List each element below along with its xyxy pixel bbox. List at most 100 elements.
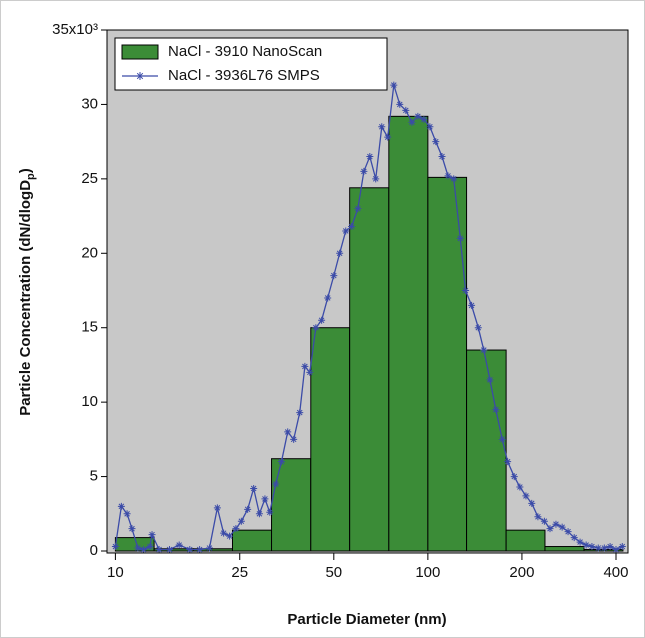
- point: [213, 504, 221, 512]
- y-label-sub: p: [25, 173, 37, 180]
- point: [354, 205, 362, 213]
- point: [486, 376, 494, 384]
- point: [123, 510, 131, 518]
- point: [117, 502, 125, 510]
- legend-box: [114, 37, 388, 91]
- point: [432, 138, 440, 146]
- point: [186, 546, 194, 554]
- point: [444, 172, 452, 180]
- point: [146, 543, 154, 551]
- point: [111, 543, 119, 551]
- point: [306, 368, 314, 376]
- point: [390, 81, 398, 89]
- point: [290, 435, 298, 443]
- point: [266, 508, 274, 516]
- point: [342, 227, 350, 235]
- point: [588, 543, 596, 551]
- point: [378, 123, 386, 131]
- point: [558, 523, 566, 531]
- y-tick-label: 25: [81, 170, 98, 187]
- point: [139, 546, 147, 554]
- y-tick-label: 35x10³: [52, 21, 98, 38]
- point: [360, 167, 368, 175]
- point: [594, 544, 602, 552]
- point: [534, 513, 542, 521]
- point: [582, 541, 590, 549]
- histogram-bar: [544, 546, 585, 552]
- legend-label: NaCl - 3910 NanoScan: [168, 43, 322, 60]
- y-tick-label: 10: [81, 393, 98, 410]
- point: [384, 133, 392, 141]
- y-tick-label: 30: [81, 95, 98, 112]
- point: [516, 483, 524, 491]
- point: [570, 534, 578, 542]
- histogram-bar: [271, 458, 312, 552]
- x-tick-label: 25: [231, 564, 248, 581]
- x-tick-label: 100: [415, 564, 440, 581]
- point: [492, 406, 500, 414]
- y-axis-label: Particle Concentration (dN/dlogDp): [17, 168, 37, 416]
- legend-marker: [136, 72, 144, 80]
- legend-swatch: [121, 44, 159, 60]
- point: [366, 153, 374, 161]
- point: [414, 112, 422, 120]
- point: [480, 346, 488, 354]
- point: [510, 473, 518, 481]
- x-tick-label: 50: [325, 564, 342, 581]
- point: [348, 222, 356, 230]
- x-tick-label: 10: [107, 564, 124, 581]
- legend: NaCl - 3910 NanoScan NaCl - 3936L76 SMPS: [114, 37, 388, 91]
- point: [426, 123, 434, 131]
- point: [456, 234, 464, 242]
- point: [261, 495, 269, 503]
- histogram-bar: [427, 176, 468, 552]
- point: [408, 118, 416, 126]
- point: [612, 546, 620, 554]
- point: [462, 287, 470, 294]
- histogram-bar: [310, 327, 351, 552]
- y-tick-label: 5: [90, 468, 98, 485]
- point: [128, 525, 136, 533]
- histogram-bar: [349, 187, 390, 552]
- point: [205, 544, 213, 552]
- point: [546, 525, 554, 533]
- point: [155, 546, 163, 554]
- y-label-main: Particle Concentration (dN/dlogD: [17, 180, 34, 416]
- point: [438, 153, 446, 161]
- point: [318, 316, 326, 324]
- legend-label: NaCl - 3936L76 SMPS: [168, 67, 320, 84]
- point: [250, 484, 258, 492]
- y-tick-label: 20: [81, 244, 98, 261]
- point: [134, 544, 142, 552]
- point: [372, 175, 380, 183]
- histogram-bar: [388, 115, 429, 552]
- y-tick-label: 15: [81, 319, 98, 336]
- histogram-bar: [231, 529, 273, 552]
- point: [196, 546, 204, 554]
- point: [312, 324, 320, 332]
- histogram-bar: [466, 349, 507, 552]
- point: [237, 517, 245, 525]
- point: [324, 294, 332, 302]
- point: [528, 499, 536, 507]
- histogram-bar: [505, 529, 546, 552]
- point: [450, 175, 458, 183]
- point: [255, 510, 263, 518]
- point: [552, 520, 560, 528]
- point: [226, 532, 234, 540]
- x-tick-label: 200: [509, 564, 534, 581]
- point: [564, 528, 572, 536]
- y-tick-label: 0: [90, 542, 98, 559]
- point: [220, 529, 228, 537]
- x-tick-label: 400: [603, 564, 628, 581]
- point: [576, 538, 584, 546]
- point: [336, 249, 344, 257]
- point: [277, 458, 285, 466]
- plot-border: [106, 29, 629, 554]
- point: [396, 100, 404, 108]
- point: [618, 543, 626, 551]
- point: [272, 480, 280, 488]
- point: [330, 272, 338, 280]
- point: [402, 106, 410, 114]
